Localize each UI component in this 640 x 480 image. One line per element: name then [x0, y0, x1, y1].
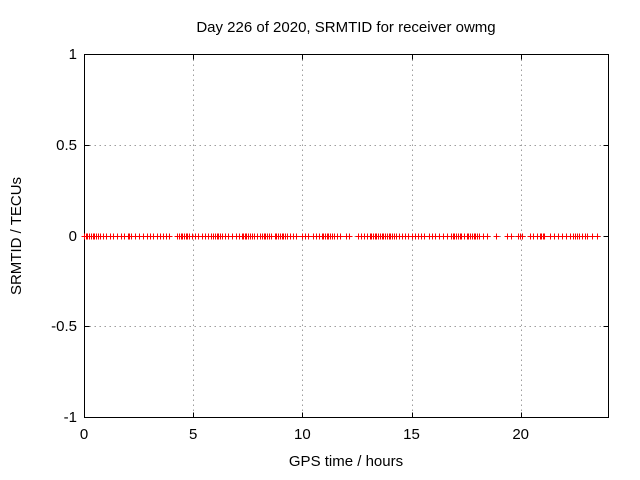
data-points-srmtid [81, 233, 601, 240]
tick-marks [84, 54, 609, 418]
x-tick-label: 15 [403, 426, 420, 443]
x-tick-label: 5 [188, 426, 198, 443]
x-tick-label: 10 [293, 426, 311, 443]
chart-title: Day 226 of 2020, SRMTID for receiver owm… [196, 19, 496, 36]
y-tick-label: 0.5 [56, 136, 77, 154]
y-tick-label: 1 [68, 46, 77, 63]
y-tick-label: -1 [63, 409, 77, 426]
x-tick-label: 20 [512, 426, 529, 443]
y-tick-label: 0 [68, 227, 77, 245]
x-tick-label: 0 [79, 426, 89, 443]
y-tick-label: -0.5 [51, 318, 77, 336]
x-axis-label: GPS time / hours [288, 453, 404, 470]
